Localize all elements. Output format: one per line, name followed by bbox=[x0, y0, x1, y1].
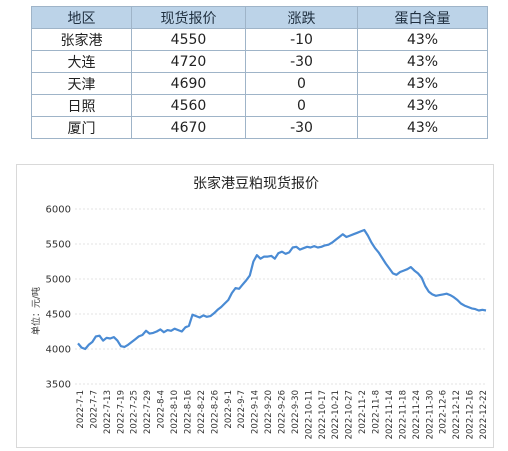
x-tick-label: 2022-7-1 bbox=[76, 390, 86, 429]
x-tick-label: 2022-8-22 bbox=[197, 390, 207, 434]
y-tick-label: 6000 bbox=[46, 205, 71, 216]
x-tick-label: 2022-9-1 bbox=[224, 390, 234, 429]
cell-price: 4720 bbox=[131, 50, 246, 73]
x-tick-label: 2022-11-14 bbox=[385, 390, 395, 439]
x-axis: 2022-7-1 2022-7-7 2022-7-13 2022-7-19 2022-7… bbox=[76, 390, 489, 439]
y-tick-label: 4500 bbox=[46, 310, 71, 321]
x-tick-label: 2022-10-17 bbox=[318, 390, 328, 439]
x-tick-label: 2022-7-19 bbox=[116, 390, 126, 434]
x-tick-label: 2022-10-27 bbox=[345, 390, 355, 439]
cell-price: 4550 bbox=[131, 28, 246, 51]
x-tick-label: 2022-7-7 bbox=[89, 390, 99, 429]
x-tick-label: 2022-12-12 bbox=[452, 390, 462, 439]
x-tick-label: 2022-9-20 bbox=[264, 390, 274, 434]
table-row: 天津 4690 0 43% bbox=[31, 72, 488, 95]
cell-change: -10 bbox=[245, 28, 358, 51]
cell-region: 厦门 bbox=[31, 116, 132, 139]
x-tick-label: 2022-9-7 bbox=[237, 390, 247, 429]
x-tick-label: 2022-9-30 bbox=[291, 390, 301, 434]
cell-region: 大连 bbox=[31, 50, 132, 73]
header-region: 地区 bbox=[31, 6, 132, 29]
x-tick-label: 2022-11-24 bbox=[412, 390, 422, 439]
cell-price: 4670 bbox=[131, 116, 246, 139]
price-table: 地区 现货报价 涨跌 蛋白含量 张家港 4550 -10 43% 大连 4720… bbox=[31, 6, 488, 139]
cell-region: 张家港 bbox=[31, 28, 132, 51]
y-tick-label: 3500 bbox=[46, 380, 71, 391]
table-row: 张家港 4550 -10 43% bbox=[31, 28, 488, 51]
x-tick-label: 2022-10-11 bbox=[304, 390, 314, 439]
x-tick-label: 2022-12-22 bbox=[479, 390, 489, 439]
x-tick-label: 2022-11-30 bbox=[425, 390, 435, 439]
cell-protein: 43% bbox=[357, 28, 488, 51]
cell-change: 0 bbox=[245, 94, 358, 117]
chart-title: 张家港豆粕现货报价 bbox=[193, 175, 319, 192]
table-row: 厦门 4670 -30 43% bbox=[31, 116, 488, 139]
cell-protein: 43% bbox=[357, 94, 488, 117]
x-tick-label: 2022-8-10 bbox=[170, 390, 180, 434]
cell-change: 0 bbox=[245, 72, 358, 95]
cell-change: -30 bbox=[245, 50, 358, 73]
y-tick-label: 4000 bbox=[46, 345, 71, 356]
x-tick-label: 2022-11-2 bbox=[358, 390, 368, 434]
table-row: 日照 4560 0 43% bbox=[31, 94, 488, 117]
y-axis-label: 单位：元/吨 bbox=[30, 287, 42, 335]
x-tick-label: 2022-7-29 bbox=[143, 390, 153, 434]
cell-protein: 43% bbox=[357, 50, 488, 73]
cell-price: 4560 bbox=[131, 94, 246, 117]
grid bbox=[75, 208, 487, 385]
line-chart: 张家港豆粕现货报价 单位：元/吨 3500 4000 4500 5000 5500 600… bbox=[30, 175, 489, 439]
header-protein: 蛋白含量 bbox=[357, 6, 488, 29]
y-axis: 3500 4000 4500 5000 5500 6000 bbox=[46, 205, 71, 391]
x-tick-label: 2022-11-18 bbox=[398, 390, 408, 439]
x-tick-label: 2022-11-8 bbox=[372, 390, 382, 434]
table-header-row: 地区 现货报价 涨跌 蛋白含量 bbox=[31, 6, 488, 29]
x-tick-label: 2022-8-16 bbox=[183, 390, 193, 434]
cell-price: 4690 bbox=[131, 72, 246, 95]
x-tick-label: 2022-9-14 bbox=[251, 390, 261, 434]
series-layer bbox=[77, 228, 487, 351]
cell-region: 天津 bbox=[31, 72, 132, 95]
x-tick-label: 2022-10-21 bbox=[331, 390, 341, 439]
x-tick-label: 2022-9-26 bbox=[278, 390, 288, 434]
x-tick-label: 2022-12-16 bbox=[466, 390, 476, 439]
cell-region: 日照 bbox=[31, 94, 132, 117]
cell-change: -30 bbox=[245, 116, 358, 139]
x-tick-label: 2022-7-13 bbox=[103, 390, 113, 434]
y-tick-label: 5500 bbox=[46, 240, 71, 251]
table-row: 大连 4720 -30 43% bbox=[31, 50, 488, 73]
cell-protein: 43% bbox=[357, 116, 488, 139]
x-tick-label: 2022-12-6 bbox=[439, 390, 449, 434]
header-spot-price: 现货报价 bbox=[131, 6, 246, 29]
cell-protein: 43% bbox=[357, 72, 488, 95]
chart-panel: 张家港豆粕现货报价 单位：元/吨 3500 4000 4500 5000 5500 600… bbox=[16, 164, 494, 448]
series-line bbox=[77, 228, 487, 351]
x-tick-label: 2022-8-26 bbox=[210, 390, 220, 434]
x-tick-label: 2022-8-4 bbox=[157, 390, 167, 429]
y-tick-label: 5000 bbox=[46, 275, 71, 286]
x-tick-label: 2022-7-25 bbox=[130, 390, 140, 434]
header-change: 涨跌 bbox=[245, 6, 358, 29]
